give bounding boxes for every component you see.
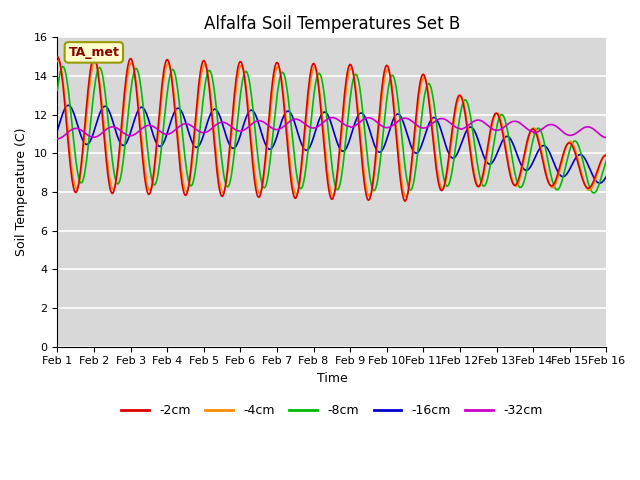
-2cm xyxy=(603,153,611,158)
-4cm xyxy=(205,81,213,86)
-8cm xyxy=(589,190,597,196)
-4cm xyxy=(603,151,611,157)
Text: TA_met: TA_met xyxy=(68,46,119,59)
-16cm xyxy=(64,102,72,108)
-8cm xyxy=(205,68,213,73)
-32cm xyxy=(54,136,61,142)
-2cm xyxy=(120,96,127,102)
-8cm xyxy=(59,64,67,70)
Line: -32cm: -32cm xyxy=(58,118,607,139)
-16cm xyxy=(603,173,611,179)
-32cm xyxy=(63,130,71,136)
Line: -4cm: -4cm xyxy=(58,60,607,197)
-16cm xyxy=(177,107,184,112)
-2cm xyxy=(205,79,212,85)
Legend: -2cm, -4cm, -8cm, -16cm, -32cm: -2cm, -4cm, -8cm, -16cm, -32cm xyxy=(116,399,547,422)
-16cm xyxy=(54,128,61,133)
-16cm xyxy=(63,103,71,108)
-16cm xyxy=(399,120,407,125)
-4cm xyxy=(121,99,129,105)
-2cm xyxy=(63,131,71,136)
Line: -8cm: -8cm xyxy=(58,67,607,193)
-8cm xyxy=(54,87,61,93)
X-axis label: Time: Time xyxy=(317,372,348,385)
-32cm xyxy=(399,116,407,121)
-8cm xyxy=(177,110,184,116)
-16cm xyxy=(205,114,213,120)
Line: -2cm: -2cm xyxy=(58,57,607,201)
-4cm xyxy=(399,188,407,193)
-32cm xyxy=(120,130,127,136)
-8cm xyxy=(415,135,423,141)
-4cm xyxy=(402,194,410,200)
-4cm xyxy=(416,87,424,93)
-8cm xyxy=(64,85,72,91)
-32cm xyxy=(415,124,423,130)
-4cm xyxy=(54,58,62,63)
-4cm xyxy=(54,59,61,64)
Line: -16cm: -16cm xyxy=(58,105,607,183)
-16cm xyxy=(415,147,423,153)
Title: Alfalfa Soil Temperatures Set B: Alfalfa Soil Temperatures Set B xyxy=(204,15,460,33)
-16cm xyxy=(121,142,129,148)
-4cm xyxy=(64,129,72,134)
-32cm xyxy=(328,115,336,120)
-4cm xyxy=(177,157,184,163)
-32cm xyxy=(205,128,212,134)
-2cm xyxy=(399,192,406,198)
-32cm xyxy=(603,135,611,141)
-2cm xyxy=(401,198,409,204)
Y-axis label: Soil Temperature (C): Soil Temperature (C) xyxy=(15,128,28,256)
-8cm xyxy=(603,157,611,163)
-2cm xyxy=(54,54,61,60)
-2cm xyxy=(415,84,423,90)
-8cm xyxy=(121,146,129,152)
-2cm xyxy=(176,160,184,166)
-8cm xyxy=(399,149,407,155)
-32cm xyxy=(176,123,184,129)
-16cm xyxy=(596,180,604,186)
